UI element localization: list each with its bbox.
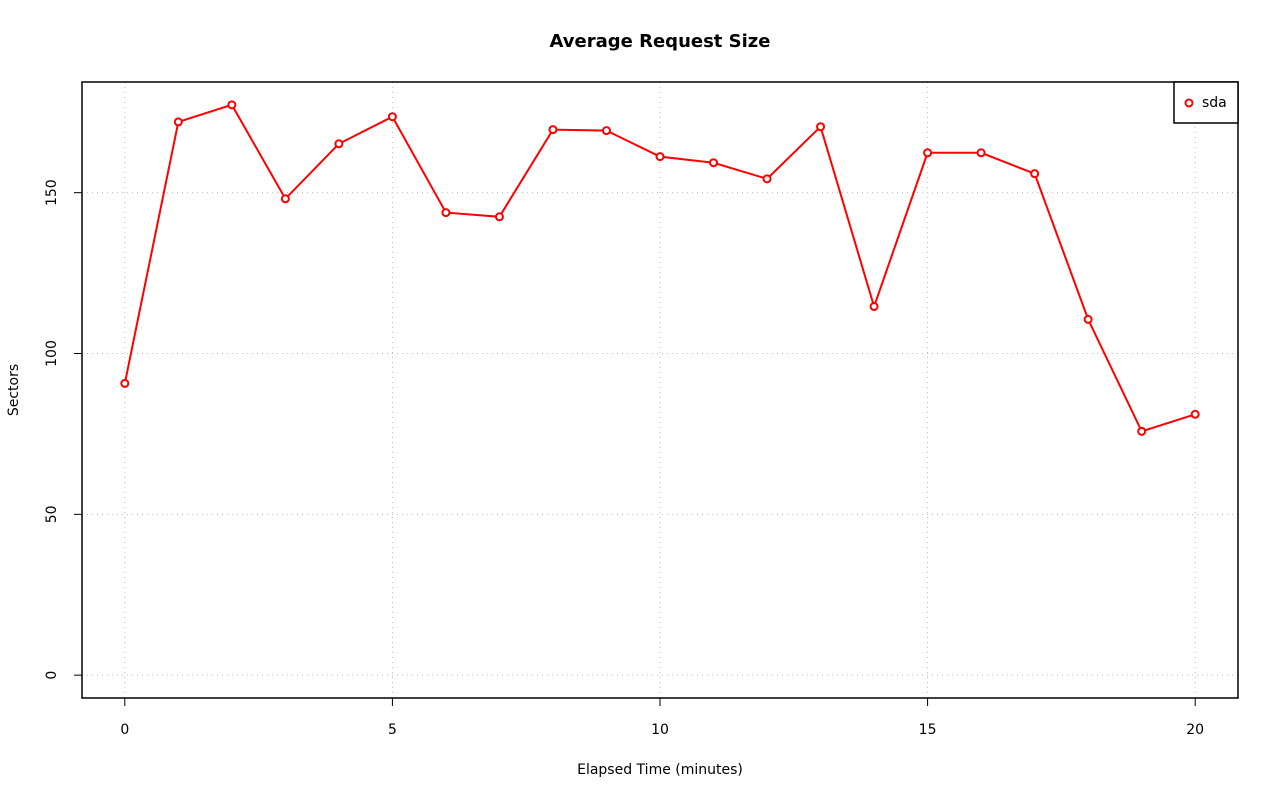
- y-tick-label: 150: [44, 179, 60, 206]
- y-tick-label: 100: [44, 340, 60, 367]
- data-point: [976, 148, 986, 158]
- data-point: [280, 194, 290, 204]
- data-point: [334, 139, 344, 149]
- data-point: [1083, 314, 1093, 324]
- legend-label: sda: [1202, 95, 1227, 111]
- data-point: [441, 208, 451, 218]
- data-point: [227, 100, 237, 110]
- data-point: [762, 174, 772, 184]
- data-point: [1190, 409, 1200, 419]
- data-point: [601, 126, 611, 136]
- data-point: [923, 148, 933, 158]
- x-axis-label: Elapsed Time (minutes): [577, 762, 743, 778]
- data-point: [120, 378, 130, 388]
- x-tick-label: 5: [388, 722, 397, 738]
- data-point: [869, 302, 879, 312]
- data-point: [816, 122, 826, 132]
- data-point: [387, 112, 397, 122]
- data-point: [1030, 169, 1040, 179]
- x-tick-label: 0: [120, 722, 129, 738]
- legend-box: [1173, 81, 1239, 124]
- y-tick-label: 50: [44, 505, 60, 523]
- y-axis-label: Sectors: [6, 364, 22, 416]
- legend-marker: [1184, 98, 1194, 108]
- plot-frame: [81, 81, 1239, 699]
- data-point: [655, 152, 665, 162]
- data-point: [173, 117, 183, 127]
- x-tick-label: 20: [1186, 722, 1204, 738]
- x-tick-label: 15: [919, 722, 937, 738]
- data-point: [709, 158, 719, 168]
- chart-title: Average Request Size: [550, 31, 771, 52]
- x-tick-label: 10: [651, 722, 669, 738]
- data-point: [548, 125, 558, 135]
- y-tick-label: 0: [44, 671, 60, 680]
- data-point: [1137, 426, 1147, 436]
- data-point: [494, 212, 504, 222]
